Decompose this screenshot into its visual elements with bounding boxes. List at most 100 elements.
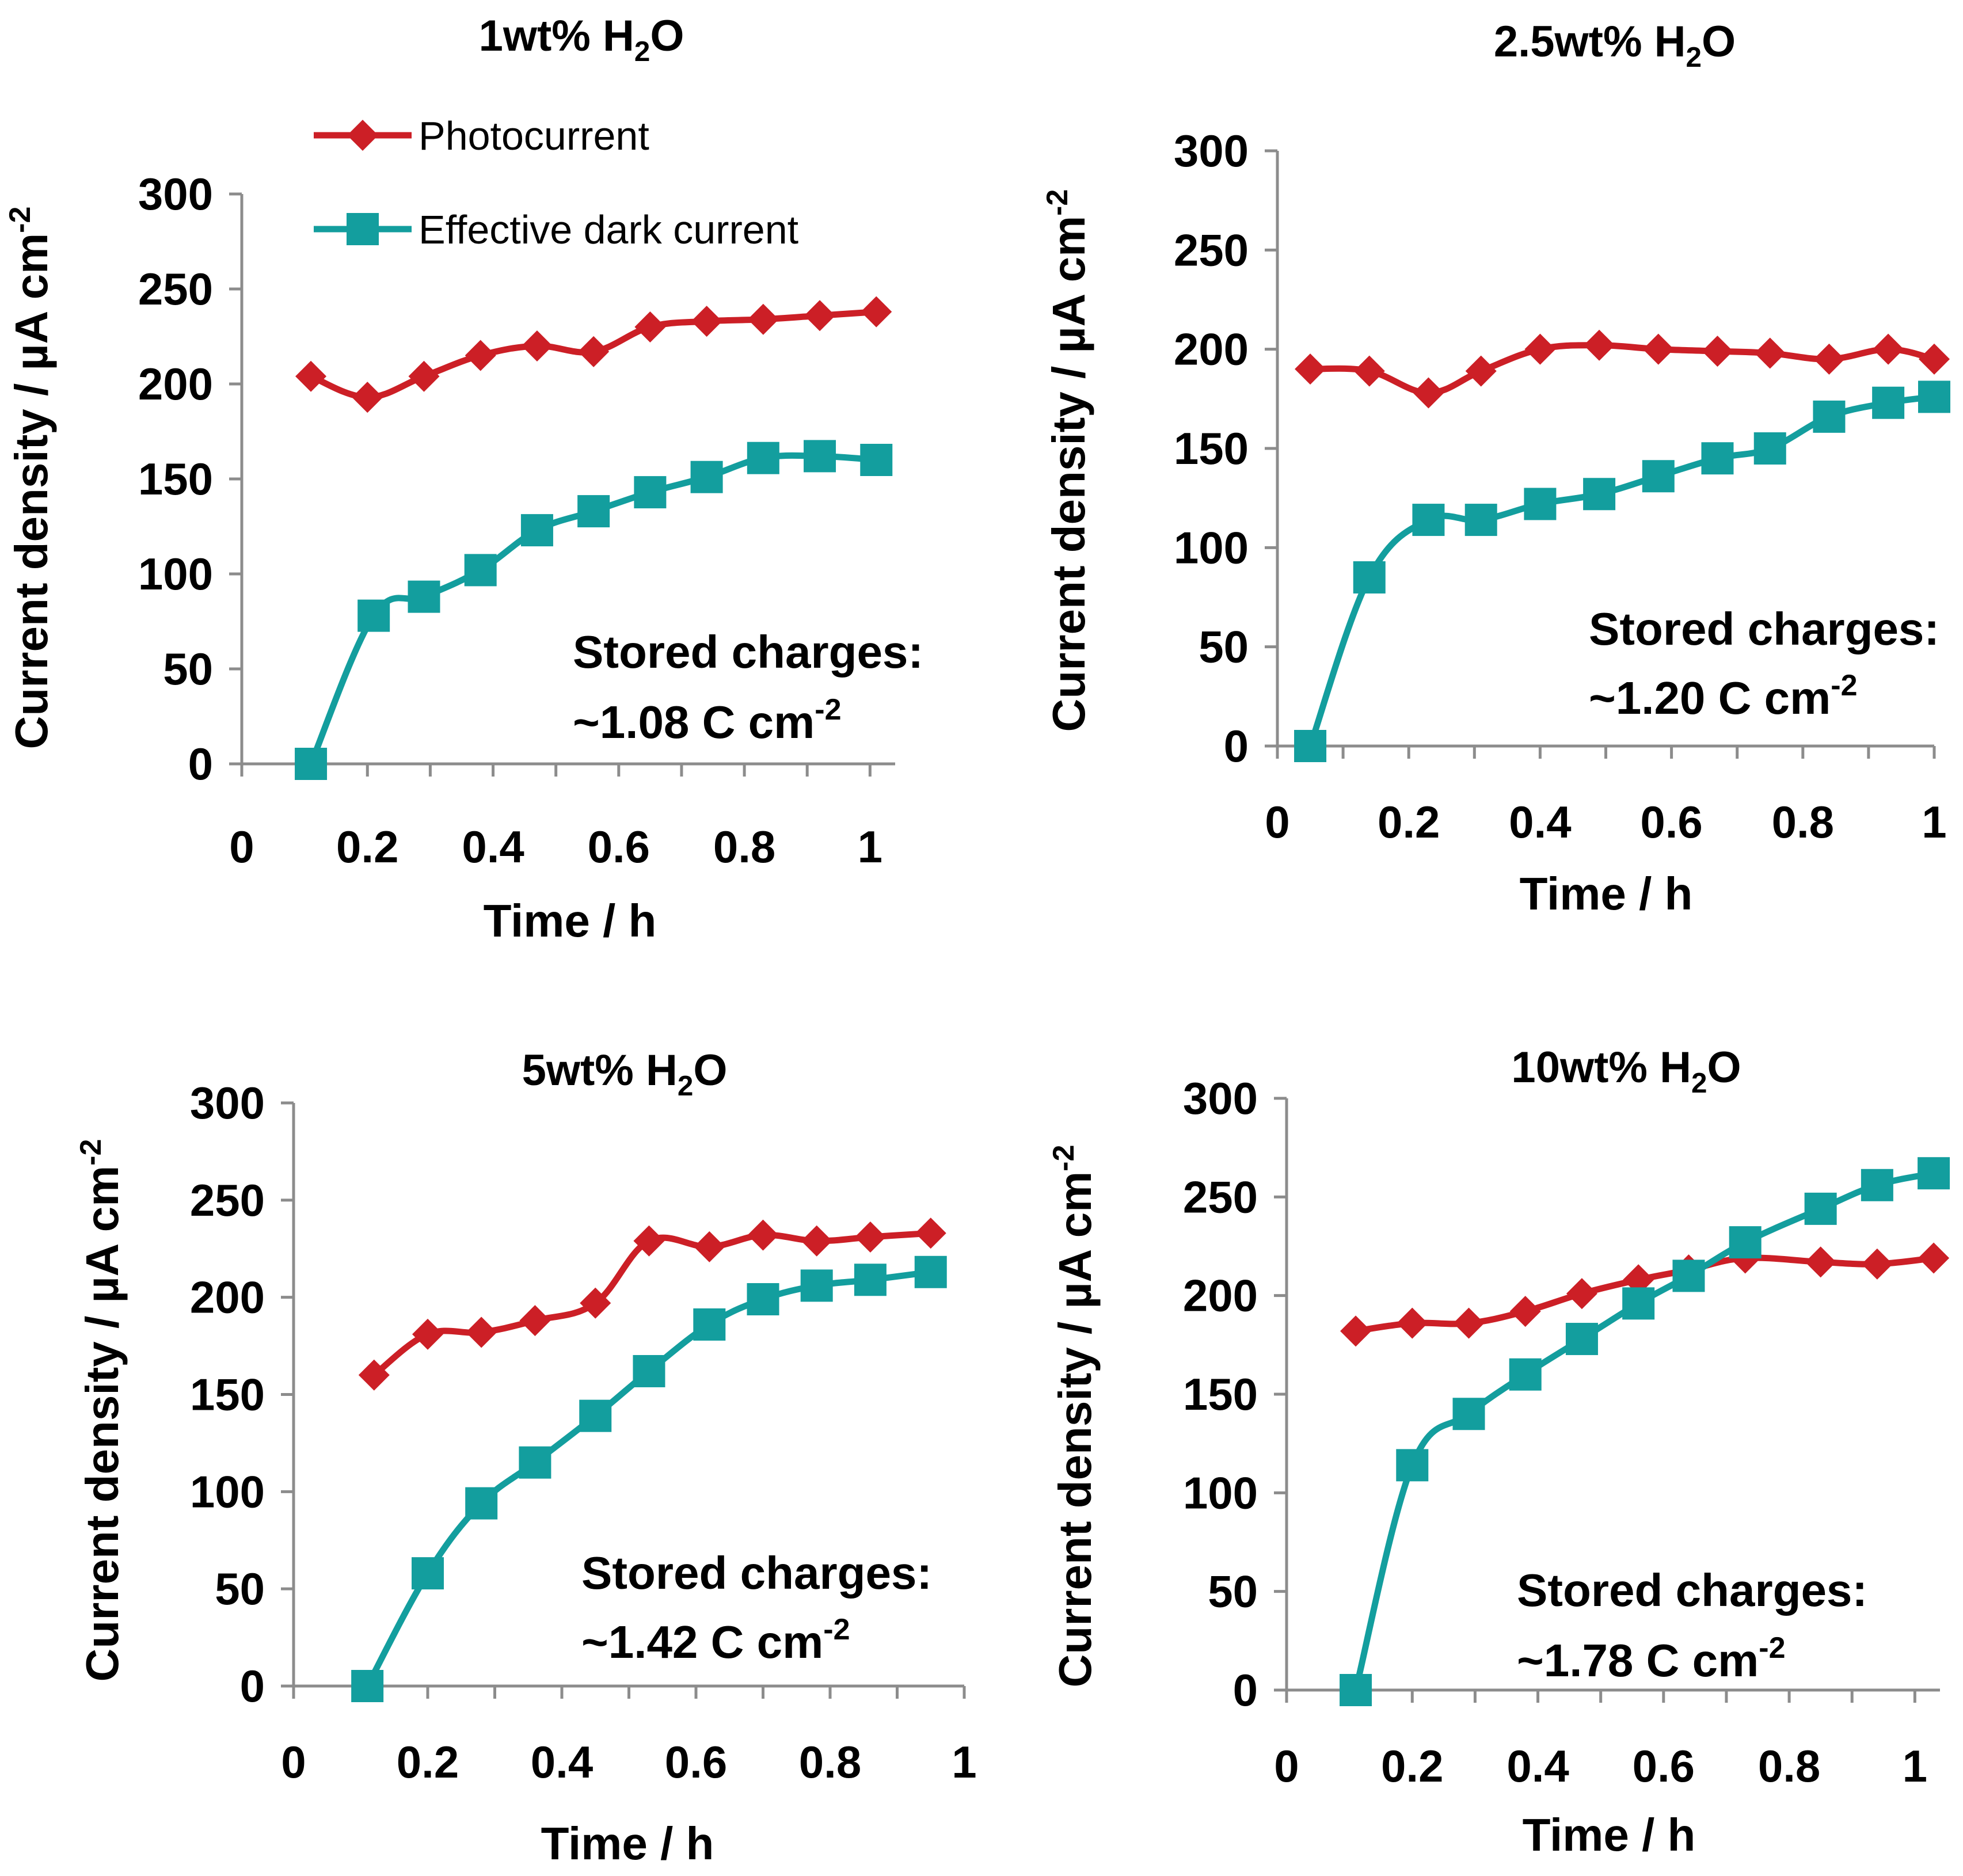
dark-current-point: [1452, 1398, 1485, 1430]
photocurrent-point: [1413, 377, 1444, 409]
stored-charges-value: ~1.42 C cm-2: [581, 1613, 850, 1668]
x-tick-label: 1: [1903, 1741, 1927, 1791]
y-axis-label: Current density / µA cm-2: [1041, 189, 1094, 732]
chart-panel: 0 50 100 150 200 250 300 0 0.2 0.4 0.6 0.8 1 2.5wt% H…: [1041, 17, 1950, 919]
y-tick-label: 150: [138, 454, 213, 504]
y-tick-label: 150: [1174, 423, 1249, 474]
x-tick-label: 0.6: [1633, 1741, 1695, 1791]
photocurrent-point: [578, 336, 610, 367]
dark-current-point: [634, 476, 667, 509]
photocurrent-point: [915, 1217, 946, 1249]
photocurrent-line: [1310, 342, 1935, 396]
photocurrent-point: [854, 1221, 886, 1253]
x-tick-label: 0: [1274, 1741, 1299, 1791]
x-tick-label: 0.6: [588, 821, 650, 872]
stored-charges-value: ~1.08 C cm-2: [573, 693, 842, 748]
y-tick-label: 300: [138, 169, 213, 219]
dark-current-point: [1729, 1226, 1762, 1259]
dark-current-point: [465, 1487, 498, 1520]
dark-current-point: [1622, 1287, 1655, 1320]
x-tick-label: 0.4: [462, 821, 524, 872]
dark-current-point: [690, 461, 723, 493]
y-tick-label: 300: [1183, 1073, 1258, 1124]
dark-current-point: [519, 1446, 551, 1479]
photocurrent-point: [694, 1231, 725, 1262]
dark-current-point: [1753, 432, 1786, 465]
dark-current-point: [633, 1354, 665, 1387]
dark-current-point: [1672, 1259, 1705, 1292]
dark-current-point: [1918, 380, 1950, 413]
dark-current-point: [412, 1557, 444, 1590]
photocurrent-point: [1566, 1278, 1597, 1310]
y-tick-label: 100: [1183, 1467, 1258, 1518]
photocurrent-point: [412, 1318, 443, 1350]
photocurrent-point: [1353, 355, 1385, 387]
y-tick-label: 150: [190, 1369, 265, 1420]
x-axis-label: Time / h: [1520, 868, 1693, 919]
x-tick-label: 0.4: [1509, 797, 1571, 847]
photocurrent-point: [1805, 1246, 1836, 1278]
dark-current-point: [295, 748, 328, 780]
photocurrent-point: [1509, 1296, 1541, 1327]
y-tick-label: 250: [1183, 1171, 1258, 1222]
y-tick-label: 50: [163, 644, 213, 694]
chart-title: 2.5wt% H2O: [1494, 17, 1736, 73]
x-tick-label: 0: [281, 1737, 306, 1787]
photocurrent-point: [1873, 333, 1904, 365]
photocurrent-point: [358, 1359, 390, 1391]
photocurrent-point: [352, 382, 383, 413]
x-tick-label: 0.2: [1378, 797, 1440, 847]
y-tick-label: 250: [1174, 224, 1249, 275]
photocurrent-point: [804, 300, 836, 332]
y-axis-label: Current density / µA cm-2: [1047, 1145, 1101, 1688]
chart-panel: 0 50 100 150 200 250 300 0 0.2 0.4 0.6 0.8 1 5wt% H2O…: [74, 1046, 977, 1869]
stored-charges-value: ~1.78 C cm-2: [1517, 1631, 1786, 1686]
photocurrent-point: [1919, 343, 1950, 375]
dark-current-point: [579, 1399, 612, 1432]
x-tick-label: 0.2: [1381, 1741, 1443, 1791]
x-tick-label: 0.4: [1507, 1741, 1569, 1791]
photocurrent-point: [691, 306, 722, 337]
photocurrent-point: [1453, 1307, 1485, 1339]
photocurrent-point: [580, 1287, 611, 1319]
dark-current-point: [577, 495, 610, 528]
photocurrent-line: [372, 1230, 931, 1378]
y-tick-label: 250: [138, 264, 213, 314]
dark-current-point: [693, 1308, 726, 1341]
photocurrent-point: [801, 1225, 832, 1257]
y-tick-label: 150: [1183, 1369, 1258, 1420]
dark-current-point: [804, 440, 836, 473]
y-tick-label: 100: [1174, 522, 1249, 573]
legend-photocurrent-label: Photocurrent: [419, 113, 649, 158]
dark-current-point: [1294, 730, 1327, 762]
dark-current-point: [357, 599, 390, 632]
x-tick-label: 0: [1265, 797, 1289, 847]
y-tick-label: 0: [1233, 1665, 1258, 1715]
x-axis-label: Time / h: [1523, 1809, 1696, 1860]
stored-charges-label: Stored charges:: [581, 1547, 932, 1599]
y-tick-label: 0: [1224, 721, 1249, 771]
dark-current-point: [1813, 400, 1846, 433]
dark-current-point: [1642, 460, 1675, 493]
dark-current-point: [408, 580, 440, 613]
x-tick-label: 0.4: [531, 1737, 593, 1787]
photocurrent-point: [519, 1305, 551, 1337]
dark-current-point: [520, 514, 553, 547]
photocurrent-point: [1918, 1242, 1950, 1274]
chart-title: 1wt% H2O: [479, 12, 684, 67]
legend: Photocurrent Effective dark current: [314, 113, 798, 252]
stored-charges-value: ~1.20 C cm-2: [1589, 669, 1858, 724]
legend-photocurrent-marker: [347, 120, 378, 151]
x-tick-label: 0.8: [713, 821, 775, 872]
dark-current-point: [860, 444, 893, 476]
chart-title: 10wt% H2O: [1511, 1043, 1741, 1099]
photocurrent-point: [1813, 343, 1845, 375]
chart-panel: 0 50 100 150 200 250 300 0 0.2 0.4 0.6 0.8 1 10wt% H2…: [1047, 1043, 1950, 1860]
x-axis-label: Time / h: [484, 895, 657, 946]
photocurrent-point: [1295, 353, 1326, 385]
dark-current-point: [854, 1264, 887, 1296]
dark-current-point: [1464, 504, 1497, 536]
photocurrent-point: [633, 1225, 665, 1257]
dark-current-point: [1918, 1157, 1950, 1190]
x-tick-label: 1: [952, 1737, 976, 1787]
